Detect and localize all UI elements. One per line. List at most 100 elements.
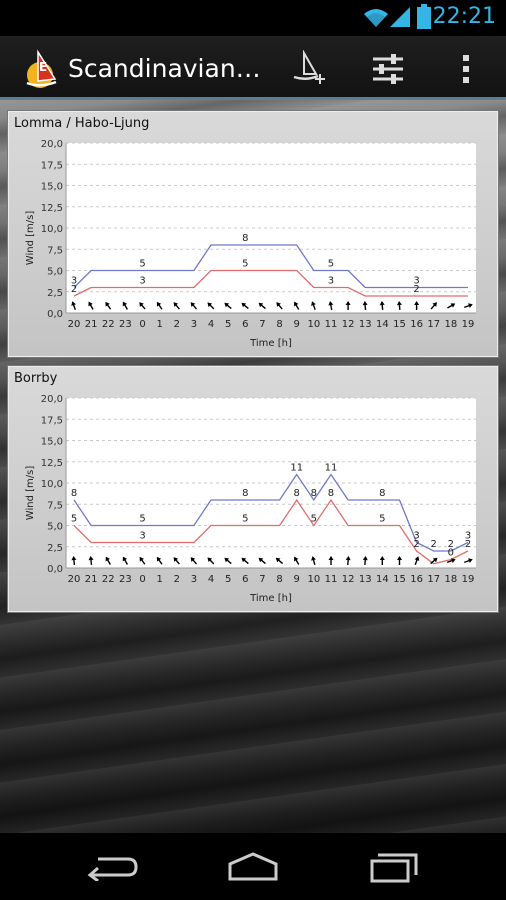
y-tick-label: 0,0: [47, 564, 63, 575]
wind-chart: 0,02,55,07,510,012,515,017,520,020 21 22 23…: [25, 139, 476, 349]
x-tick-label: 20: [68, 319, 81, 330]
chart-title: Borrby: [14, 371, 58, 386]
data-label: 2: [413, 284, 419, 295]
overflow-menu-icon[interactable]: [460, 53, 472, 85]
x-tick-label: 16: [410, 574, 423, 585]
wind-direction-arrow: [173, 557, 180, 565]
forecast-panel-borrby[interactable]: Borrby 0,0 2,5 5,0 7,5 10,0 12,5 15,0 17,5 20,0 2…: [8, 366, 498, 612]
arrow-head: [71, 556, 77, 561]
arrow-head: [396, 301, 402, 306]
wind-direction-arrow: [156, 556, 163, 565]
x-tick-label: 4: [208, 574, 214, 585]
data-label: 8: [328, 488, 334, 499]
wind-series-line: [73, 269, 468, 297]
x-tick-label: 1: [156, 574, 162, 585]
wind-direction-arrow: [464, 558, 473, 564]
wind-direction-arrow: [122, 556, 129, 565]
arrow-head: [156, 556, 162, 562]
x-tick-label: 13: [359, 319, 372, 330]
data-label: 3: [413, 531, 419, 542]
x-tick-label: 21: [85, 319, 98, 330]
wind-direction-arrow: [311, 556, 316, 566]
arrow-head: [345, 301, 351, 305]
data-label: 5: [71, 514, 77, 525]
wind-direction-arrow: [241, 557, 249, 565]
sliders-icon[interactable]: [372, 54, 404, 84]
data-label: 3: [328, 276, 334, 287]
arrow-head: [275, 557, 281, 563]
wind-direction-arrow: [190, 557, 198, 565]
wind-direction-arrow: [362, 556, 368, 566]
arrow-head: [173, 302, 179, 307]
back-icon[interactable]: [86, 853, 138, 881]
data-label: 3: [139, 276, 145, 287]
x-tick-label: 15: [393, 319, 406, 330]
gust-series-line: [73, 473, 469, 552]
windsurf-add-icon[interactable]: [290, 50, 328, 86]
x-tick-label: 11: [325, 574, 338, 585]
wind-direction-arrow: [88, 556, 94, 566]
action-bar: E Scandinavian…: [0, 36, 506, 100]
wind-direction-arrow: [379, 556, 385, 565]
app-logo-icon[interactable]: E: [22, 49, 60, 89]
data-label: 3: [71, 276, 77, 287]
x-tick-label: 13: [359, 574, 372, 585]
x-tick-label: 18: [445, 319, 458, 330]
arrow-head: [311, 556, 316, 561]
x-tick-label: 14: [376, 574, 389, 585]
arrow-head: [105, 301, 110, 307]
wind-direction-arrow: [397, 556, 402, 565]
svg-text:E: E: [39, 60, 47, 74]
arrow-head: [468, 303, 473, 309]
data-label: 3: [465, 531, 471, 542]
arrow-head: [207, 557, 213, 563]
data-label: 3: [139, 531, 145, 542]
x-tick-label: 4: [208, 319, 214, 330]
data-label: 8: [71, 488, 77, 499]
wind-direction-arrow: [173, 302, 180, 310]
wind-direction-arrow: [446, 558, 456, 564]
x-tick-label: 3: [191, 574, 197, 585]
forecast-panel-lomma[interactable]: Lomma / Habo-Ljung 0,0 2,5 5,0 7,5 10,0 12,5 1…: [8, 111, 498, 357]
x-tick-label: 17: [427, 319, 440, 330]
wind-direction-arrow: [328, 301, 334, 311]
arrow-head: [414, 556, 420, 561]
signal-icon: [390, 7, 410, 27]
data-label: 8: [294, 488, 300, 499]
arrow-head: [311, 301, 316, 306]
y-tick-label: 15,0: [41, 182, 63, 193]
y-tick-label: 0,0: [47, 309, 63, 320]
chart-title: Lomma / Habo-Ljung: [14, 116, 150, 131]
wind-direction-arrow: [328, 556, 334, 565]
data-label: 2: [448, 539, 454, 550]
data-label: 5: [242, 514, 248, 525]
y-tick-label: 17,5: [41, 415, 63, 426]
data-label: 3: [413, 276, 419, 287]
x-tick-label: 9: [294, 319, 300, 330]
arrow-head: [432, 302, 437, 307]
arrow-head: [379, 301, 385, 306]
arrow-head: [468, 558, 473, 564]
y-tick-label: 10,0: [41, 479, 63, 490]
x-tick-label: 2: [174, 319, 180, 330]
wind-direction-arrow: [207, 557, 215, 565]
x-tick-label: 16: [410, 319, 423, 330]
data-label: 2: [465, 539, 471, 550]
wind-direction-arrow: [447, 303, 456, 309]
arrow-head: [224, 557, 230, 563]
arrow-head: [432, 557, 438, 563]
y-tick-label: 7,5: [47, 245, 63, 256]
wind-direction-arrow: [122, 301, 129, 310]
data-label: 8: [242, 488, 248, 499]
y-tick-label: 20,0: [41, 394, 63, 405]
wind-direction-arrow: [345, 556, 351, 566]
gust-series-line: [73, 244, 468, 289]
arrow-head: [122, 556, 128, 562]
home-icon[interactable]: [226, 851, 280, 883]
x-tick-label: 15: [393, 574, 406, 585]
x-tick-label: 8: [276, 319, 282, 330]
x-tick-label: 14: [376, 319, 389, 330]
x-tick-label: 5: [225, 574, 231, 585]
recent-apps-icon[interactable]: [368, 851, 420, 885]
arrow-head: [122, 301, 128, 307]
